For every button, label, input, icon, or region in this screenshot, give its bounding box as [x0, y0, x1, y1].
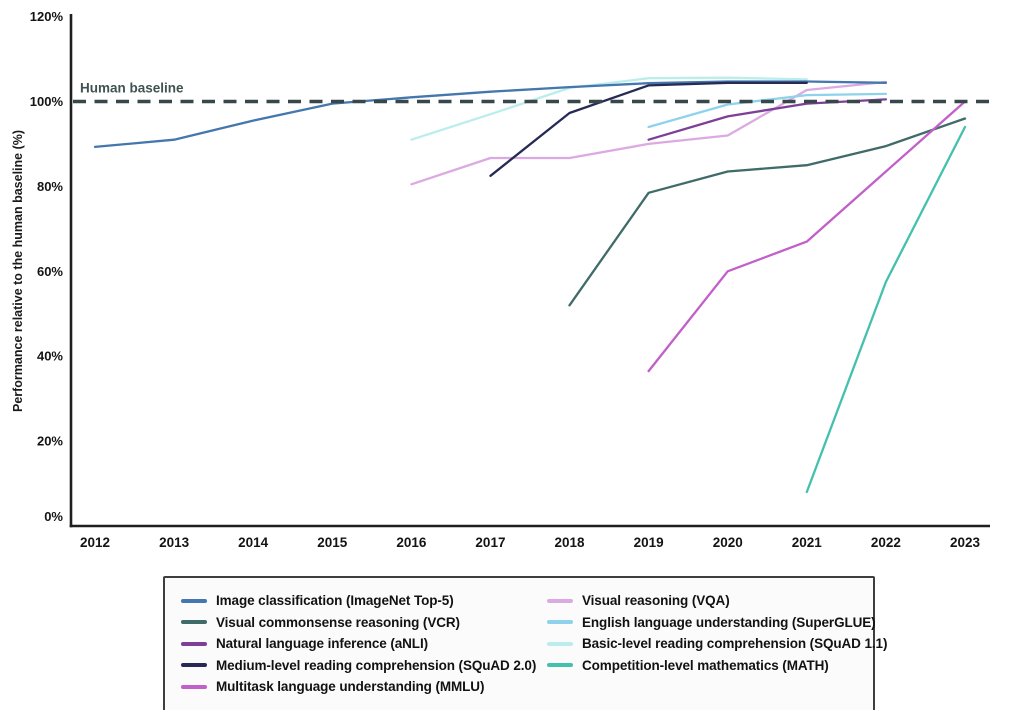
y-tick-label: 0% — [44, 509, 63, 524]
x-tick-label: 2021 — [792, 535, 823, 550]
x-tick-label: 2023 — [950, 535, 981, 550]
legend-label-squad2: Medium-level reading comprehension (SQuA… — [216, 657, 537, 673]
legend-item-squad2: Medium-level reading comprehension (SQuA… — [181, 658, 547, 673]
y-tick-label: 60% — [37, 264, 63, 279]
x-tick-label: 2022 — [871, 535, 901, 550]
legend-item-mmlu: Multitask language understanding (MMLU) — [181, 679, 547, 694]
y-tick-label: 20% — [37, 434, 63, 449]
legend-swatch-superglue — [547, 620, 573, 625]
x-tick-label: 2012 — [80, 535, 110, 550]
legend-label-vcr: Visual commonsense reasoning (VCR) — [216, 614, 460, 630]
line-chart: 0% 20% 40% 60% 80% 100% 120% 2012 2013 2014 2015 20… — [11, 9, 990, 550]
series-line-squad2 — [489, 81, 808, 177]
legend-item-squad11: Basic-level reading comprehension (SQuAD… — [547, 636, 887, 651]
y-tick-label: 80% — [37, 179, 63, 194]
legend-label-squad11: Basic-level reading comprehension (SQuAD… — [582, 636, 888, 652]
legend-swatch-vqa — [547, 598, 573, 603]
x-tick-label: 2016 — [396, 535, 427, 550]
series-line-imagenet — [93, 80, 888, 149]
series-line-anli — [647, 98, 888, 141]
legend-swatch-squad11 — [547, 641, 573, 646]
legend-label-imagenet: Image classification (ImageNet Top-5) — [216, 593, 454, 609]
series-line-mmlu — [647, 100, 967, 373]
series-line-math — [805, 125, 967, 494]
legend-label-math: Competition-level mathematics (MATH) — [582, 657, 829, 673]
series-line-vqa — [410, 80, 888, 186]
legend-swatch-math — [547, 663, 573, 668]
y-tick-label: 100% — [30, 94, 64, 109]
y-tick-label: 120% — [30, 9, 64, 24]
legend-item-vcr: Visual commonsense reasoning (VCR) — [181, 615, 547, 630]
y-axis-title: Performance relative to the human baseli… — [11, 130, 25, 412]
legend: Image classification (ImageNet Top-5) Vis… — [163, 576, 887, 710]
legend-item-vqa: Visual reasoning (VQA) — [547, 593, 887, 608]
x-tick-label: 2013 — [159, 535, 190, 550]
series-line-vcr — [568, 117, 967, 307]
legend-label-vqa: Visual reasoning (VQA) — [582, 593, 730, 609]
legend-swatch-mmlu — [181, 684, 207, 689]
legend-label-anli: Natural language inference (aNLI) — [216, 636, 428, 652]
legend-swatch-squad2 — [181, 663, 207, 668]
legend-swatch-imagenet — [181, 598, 207, 603]
x-tick-label: 2015 — [317, 535, 348, 550]
legend-swatch-vcr — [181, 620, 207, 625]
x-tick-label: 2018 — [555, 535, 586, 550]
legend-item-anli: Natural language inference (aNLI) — [181, 636, 547, 651]
legend-item-math: Competition-level mathematics (MATH) — [547, 658, 887, 673]
y-tick-label: 40% — [37, 349, 63, 364]
x-tick-label: 2019 — [634, 535, 664, 550]
x-tick-label: 2017 — [475, 535, 505, 550]
x-tick-label: 2020 — [713, 535, 743, 550]
legend-item-superglue: English language understanding (SuperGLU… — [547, 615, 887, 630]
x-tick-label: 2014 — [238, 535, 269, 550]
legend-item-imagenet: Image classification (ImageNet Top-5) — [181, 593, 547, 608]
legend-swatch-anli — [181, 641, 207, 646]
legend-label-superglue: English language understanding (SuperGLU… — [582, 614, 876, 630]
series-line-squad11 — [410, 76, 808, 141]
human-baseline-label: Human baseline — [80, 81, 184, 96]
legend-label-mmlu: Multitask language understanding (MMLU) — [216, 679, 485, 695]
